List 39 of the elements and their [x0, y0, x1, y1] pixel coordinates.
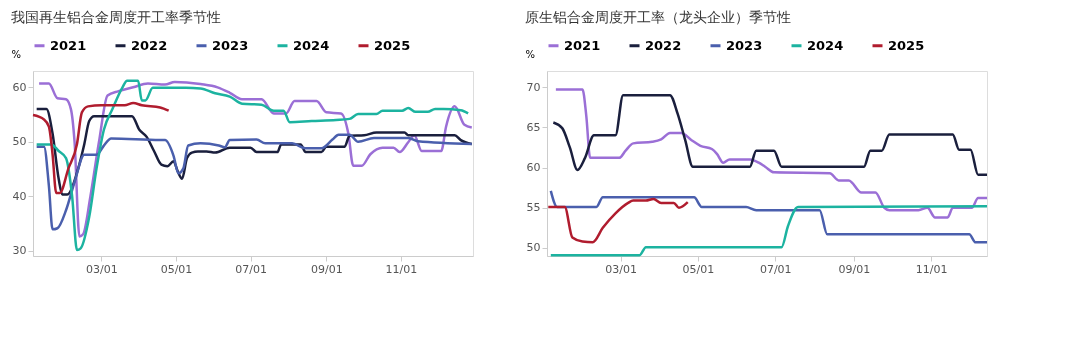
y-tick-label: 30	[12, 244, 27, 258]
y-tick-label: 60	[12, 80, 27, 94]
y-tick-label: 60	[526, 161, 541, 175]
x-tick-label: 11/01	[915, 262, 948, 276]
y-axis-title: %	[11, 48, 22, 60]
legend-label: 2023	[212, 37, 249, 53]
legend-label: 2024	[807, 37, 844, 53]
line-series	[547, 197, 689, 244]
x-tick-label: 11/01	[385, 262, 418, 276]
chart-title: 我国再生铝合金周度开工率季节性	[11, 9, 221, 25]
line-series	[31, 101, 170, 195]
x-tick-label: 03/01	[605, 262, 637, 276]
legend-label: 2022	[131, 37, 168, 53]
legend-label: 2022	[645, 37, 682, 53]
y-tick-label: 55	[526, 201, 541, 215]
chart-title: 原生铝合金周度开工率（龙头企业）季节性	[525, 9, 791, 25]
x-tick-label: 05/01	[160, 262, 193, 276]
line-series	[554, 88, 989, 219]
legend-label: 2025	[888, 37, 925, 53]
x-tick-label: 07/01	[759, 262, 792, 276]
legend-label: 2025	[374, 37, 411, 53]
x-tick-label: 09/01	[310, 262, 343, 276]
line-series	[35, 133, 474, 231]
y-tick-label: 50	[12, 135, 27, 149]
y-tick-label: 40	[12, 189, 27, 203]
x-tick-label: 03/01	[86, 262, 118, 276]
legend-label: 2023	[726, 37, 763, 53]
y-tick-label: 50	[526, 241, 541, 255]
y-axis-title: %	[525, 48, 536, 60]
legend-label: 2024	[293, 37, 330, 53]
x-tick-label: 07/01	[235, 262, 267, 276]
line-series	[549, 189, 989, 244]
y-tick-label: 65	[526, 120, 541, 134]
x-tick-label: 09/01	[838, 262, 871, 276]
line-series	[552, 93, 989, 177]
y-tick-label: 70	[526, 80, 541, 94]
legend-label: 2021	[564, 37, 601, 53]
x-tick-label: 05/01	[682, 262, 715, 276]
legend-label: 2021	[50, 37, 87, 53]
